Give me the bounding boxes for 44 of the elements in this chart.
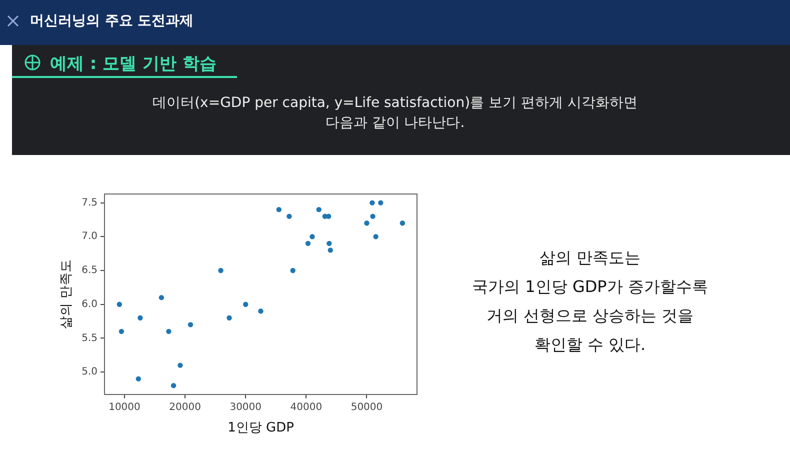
point	[286, 214, 292, 219]
point	[328, 248, 333, 253]
point	[118, 328, 124, 334]
y-tick-label: 6.0	[82, 298, 98, 310]
point	[370, 200, 375, 206]
x-axis-title: 1인당 GDP	[228, 420, 294, 436]
point	[326, 240, 332, 246]
point	[188, 322, 194, 328]
text: 데이터(x=GDP per capita, y=Life satisfaction)를 보기 편하게 시각화하면 다음과 같이 나타난다.	[152, 94, 638, 133]
point	[305, 240, 311, 246]
point	[370, 214, 376, 219]
point	[276, 206, 282, 212]
point	[373, 234, 378, 240]
point	[378, 200, 384, 206]
point	[258, 308, 264, 314]
point	[170, 383, 176, 388]
point	[116, 302, 122, 307]
y-tick-label: 5.0	[82, 366, 98, 378]
point	[400, 220, 406, 226]
point	[218, 268, 224, 274]
y-tick-label: 5.5	[82, 332, 98, 344]
point	[178, 362, 183, 368]
point	[364, 220, 370, 226]
y-tick-label: 7.0	[82, 231, 98, 242]
x-tick-label: 50000	[350, 402, 383, 413]
point	[316, 206, 322, 212]
point	[310, 234, 315, 240]
point	[290, 268, 296, 274]
point	[136, 376, 142, 382]
point	[158, 294, 164, 300]
x-tick-label: 10000	[108, 402, 140, 413]
point	[226, 315, 232, 320]
chart-subtitle: 예제 : 모델 기반 학습	[50, 53, 216, 75]
chart-title: 머신러닝의 주요 도전과제	[30, 12, 194, 30]
text: 삶의 만족도는 국가의 1인당 GDP가 증가할수록 거의 선형으로 상승하는 것을 확인할 수 있다.	[471, 247, 709, 356]
x-tick-label: 20000	[169, 402, 201, 413]
point	[138, 315, 143, 320]
y-tick-label: 6.5	[82, 265, 98, 276]
x-tick-label: 30000	[230, 402, 262, 413]
point	[166, 328, 172, 334]
y-tick-label: 7.5	[82, 197, 98, 208]
point	[243, 302, 248, 307]
x-tick-label: 40000	[290, 402, 322, 413]
y-axis-title: 삶의 만족도	[59, 260, 74, 329]
